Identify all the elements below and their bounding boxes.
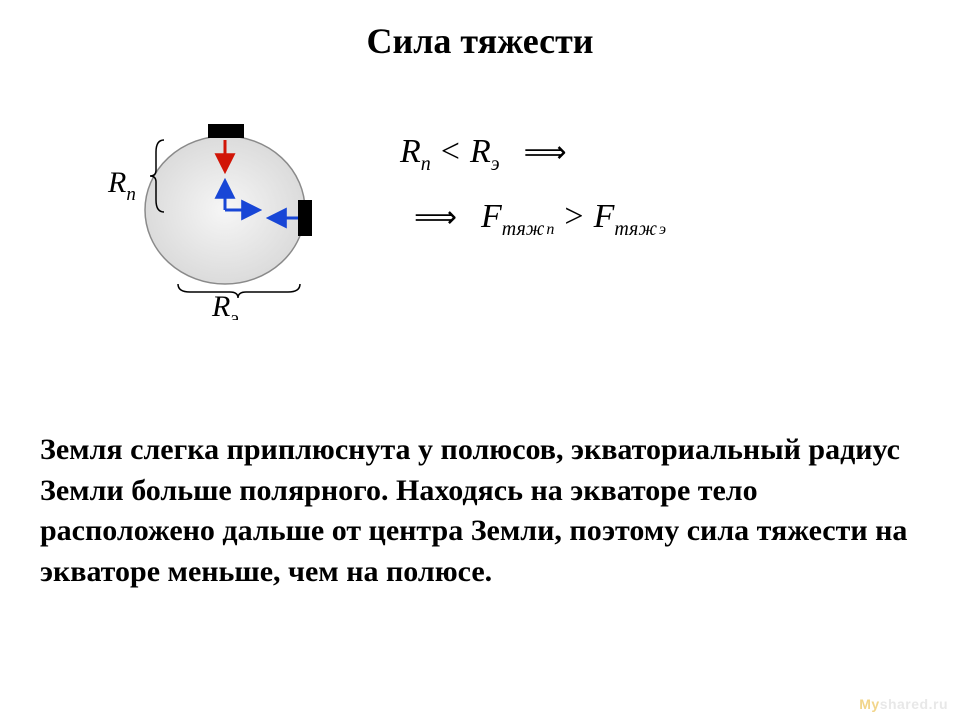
watermark-my: My [859,696,879,712]
earth-diagram: Rп Rэ [60,100,320,320]
mass-top [208,124,244,138]
watermark-shared: shared [880,696,929,712]
var-R2: Rэ [470,120,500,185]
brace-bottom [178,284,300,298]
explanation-text: Земля слегка приплюснута у полюсов, эква… [40,430,920,592]
op-lt: < [441,120,460,185]
op-gt: > [564,185,583,250]
var-F1: Fтяжп [481,185,554,250]
label-Rn: Rп [107,166,136,205]
label-Re: Rэ [211,290,239,320]
implies-2: ⟹ [400,189,471,246]
implies-1: ⟹ [510,124,581,181]
diagram-svg: Rп Rэ [60,100,320,320]
page-title: Сила тяжести [0,20,960,62]
formula-line-2: ⟹ Fтяжп > Fтяжэ [400,185,900,250]
watermark: Myshared.ru [859,696,948,712]
mass-right [298,200,312,236]
watermark-ru: .ru [929,696,948,712]
var-F2: Fтяжэ [594,185,666,250]
formulas-block: Rп < Rэ ⟹ ⟹ Fтяжп > Fтяжэ [400,120,900,249]
formula-line-1: Rп < Rэ ⟹ [400,120,900,185]
var-R: Rп [400,120,431,185]
